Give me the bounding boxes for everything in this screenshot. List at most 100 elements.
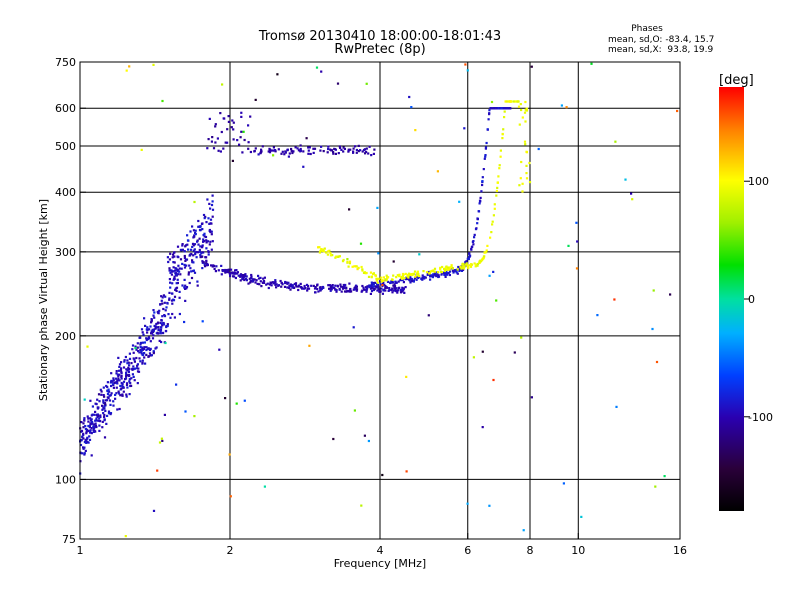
echo-point [518, 184, 521, 187]
echo-point [368, 145, 371, 148]
echo-point [270, 284, 273, 287]
echo-point [466, 265, 470, 269]
echo-point [171, 292, 174, 295]
echo-point [97, 393, 101, 396]
echo-point [380, 279, 383, 282]
echo-point [148, 328, 151, 331]
echo-point [120, 370, 123, 373]
echo-point [232, 138, 235, 141]
echo-point [108, 390, 111, 393]
echo-point [575, 267, 579, 270]
echo-point [102, 412, 105, 415]
echo-point [128, 364, 131, 367]
echo-point [355, 151, 358, 154]
echo-point [94, 422, 97, 425]
echo-point [289, 288, 292, 291]
echo-point [490, 231, 493, 234]
echo-point [127, 374, 130, 377]
echo-point [170, 299, 174, 302]
echo-point [196, 280, 199, 283]
echo-point [131, 367, 134, 370]
echo-point [537, 147, 540, 151]
echo-point [329, 148, 332, 151]
echo-point [307, 146, 310, 149]
echo-point [127, 366, 130, 369]
echo-point [107, 392, 110, 395]
echo-point [242, 276, 245, 279]
echo-point [95, 425, 98, 429]
echo-point [490, 100, 494, 104]
echo-point [191, 259, 194, 262]
echo-point [456, 272, 459, 275]
echo-point [376, 289, 379, 292]
echo-point [296, 147, 299, 150]
echo-point [492, 378, 495, 382]
echo-point [231, 159, 234, 162]
echo-point [162, 321, 165, 325]
echo-point [90, 432, 93, 435]
echo-point [299, 147, 302, 151]
echo-point [513, 351, 516, 354]
echo-point [316, 284, 319, 287]
echo-point [162, 323, 166, 326]
echo-point [181, 262, 184, 265]
echo-point [517, 105, 521, 108]
echo-point [239, 273, 242, 276]
echo-point [398, 275, 401, 278]
echo-point [418, 274, 421, 278]
echo-point [481, 180, 484, 183]
echo-point [412, 272, 415, 276]
echo-point [197, 243, 200, 246]
echo-point [614, 140, 617, 143]
echo-point [271, 149, 274, 152]
echo-point [524, 120, 527, 123]
echo-point [216, 137, 219, 140]
echo-point [102, 394, 105, 397]
echo-point [86, 415, 89, 418]
echo-point [227, 269, 230, 272]
echo-point [146, 326, 149, 329]
echo-point [655, 360, 659, 364]
echo-point [168, 269, 171, 272]
echo-point [115, 370, 118, 373]
echo-point [272, 149, 275, 152]
echo-point [179, 248, 182, 251]
echo-point [181, 248, 184, 251]
echo-point [267, 150, 270, 153]
echo-point [355, 148, 358, 152]
echo-point [99, 388, 102, 391]
echo-point [139, 346, 142, 349]
echo-point [168, 291, 171, 294]
echo-point [152, 329, 155, 332]
echo-point [524, 100, 527, 104]
echo-point [162, 307, 165, 311]
echo-point [123, 360, 126, 363]
echo-point [340, 148, 343, 151]
echo-point [288, 286, 291, 290]
echo-point [459, 265, 462, 268]
echo-point [268, 148, 271, 151]
echo-point [139, 360, 142, 363]
echo-point [164, 341, 167, 345]
echo-point [176, 281, 179, 285]
echo-point [165, 325, 168, 329]
echo-point [143, 346, 146, 349]
echo-point [93, 423, 96, 426]
echo-point [669, 293, 672, 296]
echo-point [444, 272, 447, 275]
echo-point [207, 138, 210, 141]
echo-point [402, 287, 405, 290]
echo-point [318, 251, 321, 254]
echo-point [565, 106, 568, 109]
echo-point [596, 314, 599, 317]
echo-point [86, 441, 89, 444]
echo-point [105, 422, 108, 425]
echo-point [211, 194, 214, 197]
echo-point [330, 288, 333, 291]
echo-point [210, 140, 213, 143]
echo-point [183, 266, 187, 269]
echo-point [297, 285, 300, 288]
echo-point [161, 315, 164, 318]
echo-point [239, 136, 242, 139]
echo-point [306, 287, 309, 290]
